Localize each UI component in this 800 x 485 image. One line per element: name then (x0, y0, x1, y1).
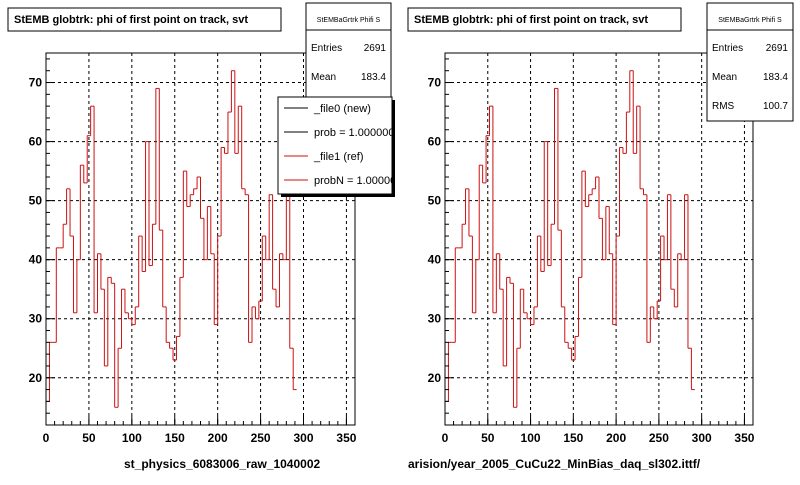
y-tick-label: 20 (29, 371, 43, 385)
x-tick-label: 300 (692, 431, 712, 445)
x-tick-label: 150 (165, 431, 185, 445)
y-tick-label: 50 (428, 194, 442, 208)
stats-label: Mean (712, 72, 737, 83)
x-tick-label: 350 (336, 431, 356, 445)
stats-value: 2691 (766, 43, 789, 54)
y-tick-label: 30 (428, 312, 442, 326)
y-tick-label: 30 (29, 312, 43, 326)
stats-label: Entries (311, 43, 342, 54)
stats-value: 100.7 (763, 101, 788, 112)
y-tick-label: 40 (428, 253, 442, 267)
chart-panel-1: 0 50 100 150 200 250 300 350 20 30 40 50 60 70 StEMB g… (7, 2, 402, 471)
x-tick-label: 0 (442, 431, 449, 445)
stats-box (305, 2, 392, 100)
legend-entry: _file0 (new) (313, 103, 371, 115)
x-tick-label: 100 (122, 431, 142, 445)
stats-value: 2691 (364, 43, 387, 54)
x-tick-label: 350 (734, 431, 754, 445)
chart-title: StEMB globtrk: phi of first point on tra… (14, 14, 248, 26)
x-tick-label: 250 (649, 431, 669, 445)
chart-title: StEMB globtrk: phi of first point on tra… (414, 14, 648, 26)
y-tick-label: 60 (428, 135, 442, 149)
chart-panel-2: 0 50 100 150 200 250 300 350 20 30 40 50 60 70 StEMB g… (407, 2, 794, 471)
y-tick-label: 50 (29, 194, 43, 208)
x-tick-label: 250 (251, 431, 271, 445)
y-tick-label: 60 (29, 135, 43, 149)
stats-name: StEMBaGrtrk Phifi S (718, 17, 782, 24)
y-tick-label: 70 (29, 76, 43, 90)
stats-name: StEMBaGrtrk Phifi S (317, 17, 381, 24)
x-tick-label: 50 (82, 431, 96, 445)
y-tick-label: 70 (428, 76, 442, 90)
stats-label: Entries (712, 43, 743, 54)
stats-value: 183.4 (763, 72, 788, 83)
x-axis-label: arision/year_2005_CuCu22_MinBias_daq_sl3… (408, 457, 701, 471)
stats-box (706, 2, 794, 122)
title-box (7, 7, 282, 32)
stats-label: Mean (311, 72, 336, 83)
y-tick-label: 40 (29, 253, 43, 267)
x-tick-label: 200 (208, 431, 228, 445)
stats-value: 183.4 (361, 72, 386, 83)
legend: _file0 (new) prob = 1.000000 _file1 (ref) p… (284, 103, 402, 187)
x-tick-label: 100 (521, 431, 541, 445)
legend-box (277, 96, 393, 195)
x-tick-label: 150 (563, 431, 583, 445)
x-tick-label: 200 (606, 431, 626, 445)
legend-entry: prob = 1.000000 (314, 127, 394, 139)
title-box (407, 7, 682, 32)
x-axis-label: st_physics_6083006_raw_1040002 (124, 457, 320, 471)
stats-label: RMS (712, 101, 735, 112)
x-tick-label: 50 (481, 431, 495, 445)
x-tick-label: 0 (43, 431, 50, 445)
legend-entry: _file1 (ref) (313, 151, 364, 163)
y-tick-label: 20 (428, 371, 442, 385)
legend-entry: probN = 1.000000 (314, 175, 402, 187)
x-tick-label: 300 (293, 431, 313, 445)
